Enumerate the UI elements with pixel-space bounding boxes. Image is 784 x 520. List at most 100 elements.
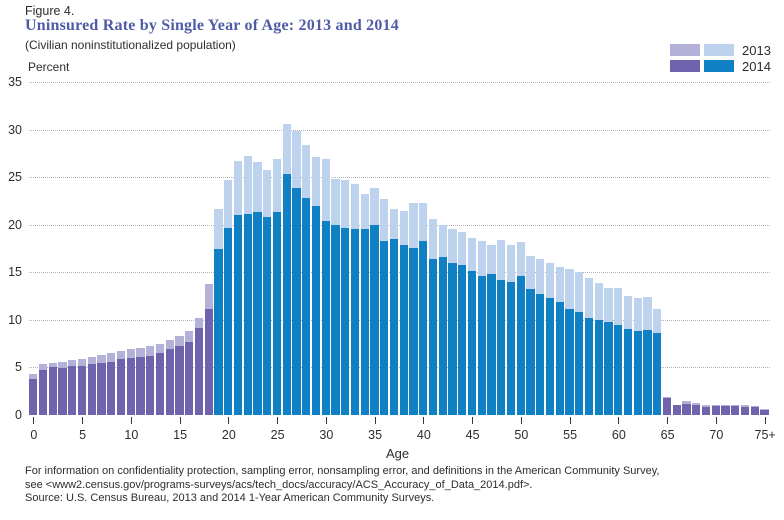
bar-2014-age-27	[292, 187, 301, 415]
x-axis-title: Age	[386, 446, 410, 461]
bar-2014-age-19	[214, 248, 223, 415]
bar-2014-age-29	[311, 205, 320, 415]
y-tick-label-10: 10	[8, 312, 22, 327]
bar-2014-age-52	[536, 294, 545, 415]
bar-2014-age-30	[321, 220, 330, 415]
bar-2014-age-49	[506, 281, 515, 415]
bar-2014-age-0	[29, 378, 38, 415]
bar-2014-age-54	[555, 301, 564, 415]
y-axis-title: Percent	[28, 60, 70, 74]
x-tick-label-40: 40	[416, 428, 431, 442]
bar-2014-age-5	[77, 365, 86, 415]
bar-2014-age-38	[399, 244, 408, 415]
bar-2014-age-6	[87, 363, 96, 415]
bar-2014-age-67	[682, 403, 691, 415]
bar-2014-age-66	[672, 405, 681, 415]
bar-2014-age-16	[185, 341, 194, 415]
bar-2014-age-61	[623, 329, 632, 415]
bar-2014-age-50	[516, 276, 525, 415]
bar-2014-age-40	[419, 240, 428, 415]
x-tick-label-75+: 75+	[754, 428, 776, 442]
x-tick-30	[325, 417, 327, 424]
bar-2014-age-65	[662, 397, 671, 415]
y-tick-label-0: 0	[15, 408, 22, 422]
legend-label-2014: 2014	[742, 58, 771, 74]
bar-2014-age-72	[731, 406, 740, 415]
x-tick-label-60: 60	[611, 428, 626, 442]
page-title: Uninsured Rate by Single Year of Age: 20…	[25, 17, 399, 34]
bar-2014-age-14	[165, 349, 174, 415]
legend-label-2013: 2013	[742, 42, 771, 58]
bar-2014-age-47	[487, 274, 496, 415]
bar-2014-age-34	[360, 229, 369, 415]
x-tick-label-25: 25	[270, 428, 285, 442]
bar-2014-age-39	[409, 247, 418, 415]
bar-2014-age-17	[194, 328, 203, 415]
bar-2014-age-15	[175, 346, 184, 415]
bar-2014-age-71	[721, 406, 730, 415]
x-tick-65	[667, 417, 669, 424]
bar-2014-age-26	[282, 174, 291, 415]
x-tick-60	[618, 417, 620, 424]
bar-2014-age-11	[136, 356, 145, 415]
bar-2014-age-75+	[760, 410, 769, 415]
bar-2014-age-37	[389, 238, 398, 415]
bar-2014-age-12	[146, 356, 155, 415]
footnote-line-2: see <www2.census.gov/programs-surveys/ac…	[25, 478, 533, 491]
subtitle: (Civilian noninstitutionalized populatio…	[25, 38, 236, 52]
bar-2014-age-35	[370, 224, 379, 415]
x-tick-55	[569, 417, 571, 424]
figure-label: Figure 4.	[25, 4, 75, 18]
bar-2014-age-43	[448, 262, 457, 415]
x-tick-label-10: 10	[124, 428, 139, 442]
bar-2014-age-73	[740, 407, 749, 415]
bar-2014-age-1	[38, 370, 47, 415]
x-tick-label-15: 15	[173, 428, 188, 442]
y-tick-label-35: 35	[8, 75, 22, 89]
bar-2014-age-22	[243, 214, 252, 415]
bar-2014-age-56	[575, 312, 584, 415]
bar-2014-age-70	[711, 406, 720, 415]
bar-2014-age-25	[272, 212, 281, 415]
x-tick-15	[179, 417, 181, 424]
gridline-35	[29, 82, 770, 83]
bar-2014-age-62	[633, 331, 642, 415]
legend-row-2014: 2014	[670, 58, 771, 74]
bar-2014-age-44	[458, 264, 467, 415]
bar-2014-age-33	[350, 229, 359, 415]
gridline-25	[29, 177, 770, 179]
bar-2014-age-60	[614, 324, 623, 415]
bar-2014-age-64	[653, 333, 662, 415]
legend: 2013 2014	[670, 42, 771, 76]
x-tick-5	[82, 417, 84, 424]
legend-swatch-2013-purple	[670, 44, 700, 56]
y-tick-label-25: 25	[8, 170, 22, 185]
bar-2014-age-46	[477, 276, 486, 415]
footnote-line-3: Source: U.S. Census Bureau, 2013 and 201…	[25, 492, 435, 504]
bar-2014-age-4	[68, 366, 77, 415]
legend-swatch-2013-blue	[704, 44, 734, 56]
bar-2014-age-55	[565, 309, 574, 415]
bar-2014-age-69	[701, 407, 710, 415]
bar-2014-age-58	[594, 319, 603, 415]
gridline-30	[29, 129, 770, 131]
bar-2014-age-20	[224, 227, 233, 415]
y-tick-label-30: 30	[8, 122, 22, 137]
bar-2014-age-68	[692, 404, 701, 415]
bar-2014-age-74	[750, 407, 759, 415]
legend-swatch-2014-blue	[704, 60, 734, 72]
bar-2014-age-7	[97, 362, 106, 415]
bar-2014-age-10	[126, 357, 135, 415]
x-tick-label-30: 30	[319, 428, 334, 442]
legend-swatch-2014-purple	[670, 60, 700, 72]
bar-2014-age-42	[438, 257, 447, 415]
x-tick-20	[228, 417, 230, 424]
bar-2014-age-63	[643, 330, 652, 415]
bar-2014-age-59	[604, 321, 613, 415]
bar-2014-age-23	[253, 212, 262, 415]
bar-2014-age-8	[107, 361, 116, 415]
x-tick-label-35: 35	[368, 428, 383, 442]
legend-row-2013: 2013	[670, 42, 771, 58]
bar-2014-age-3	[58, 368, 67, 415]
x-tick-label-5: 5	[79, 428, 87, 442]
